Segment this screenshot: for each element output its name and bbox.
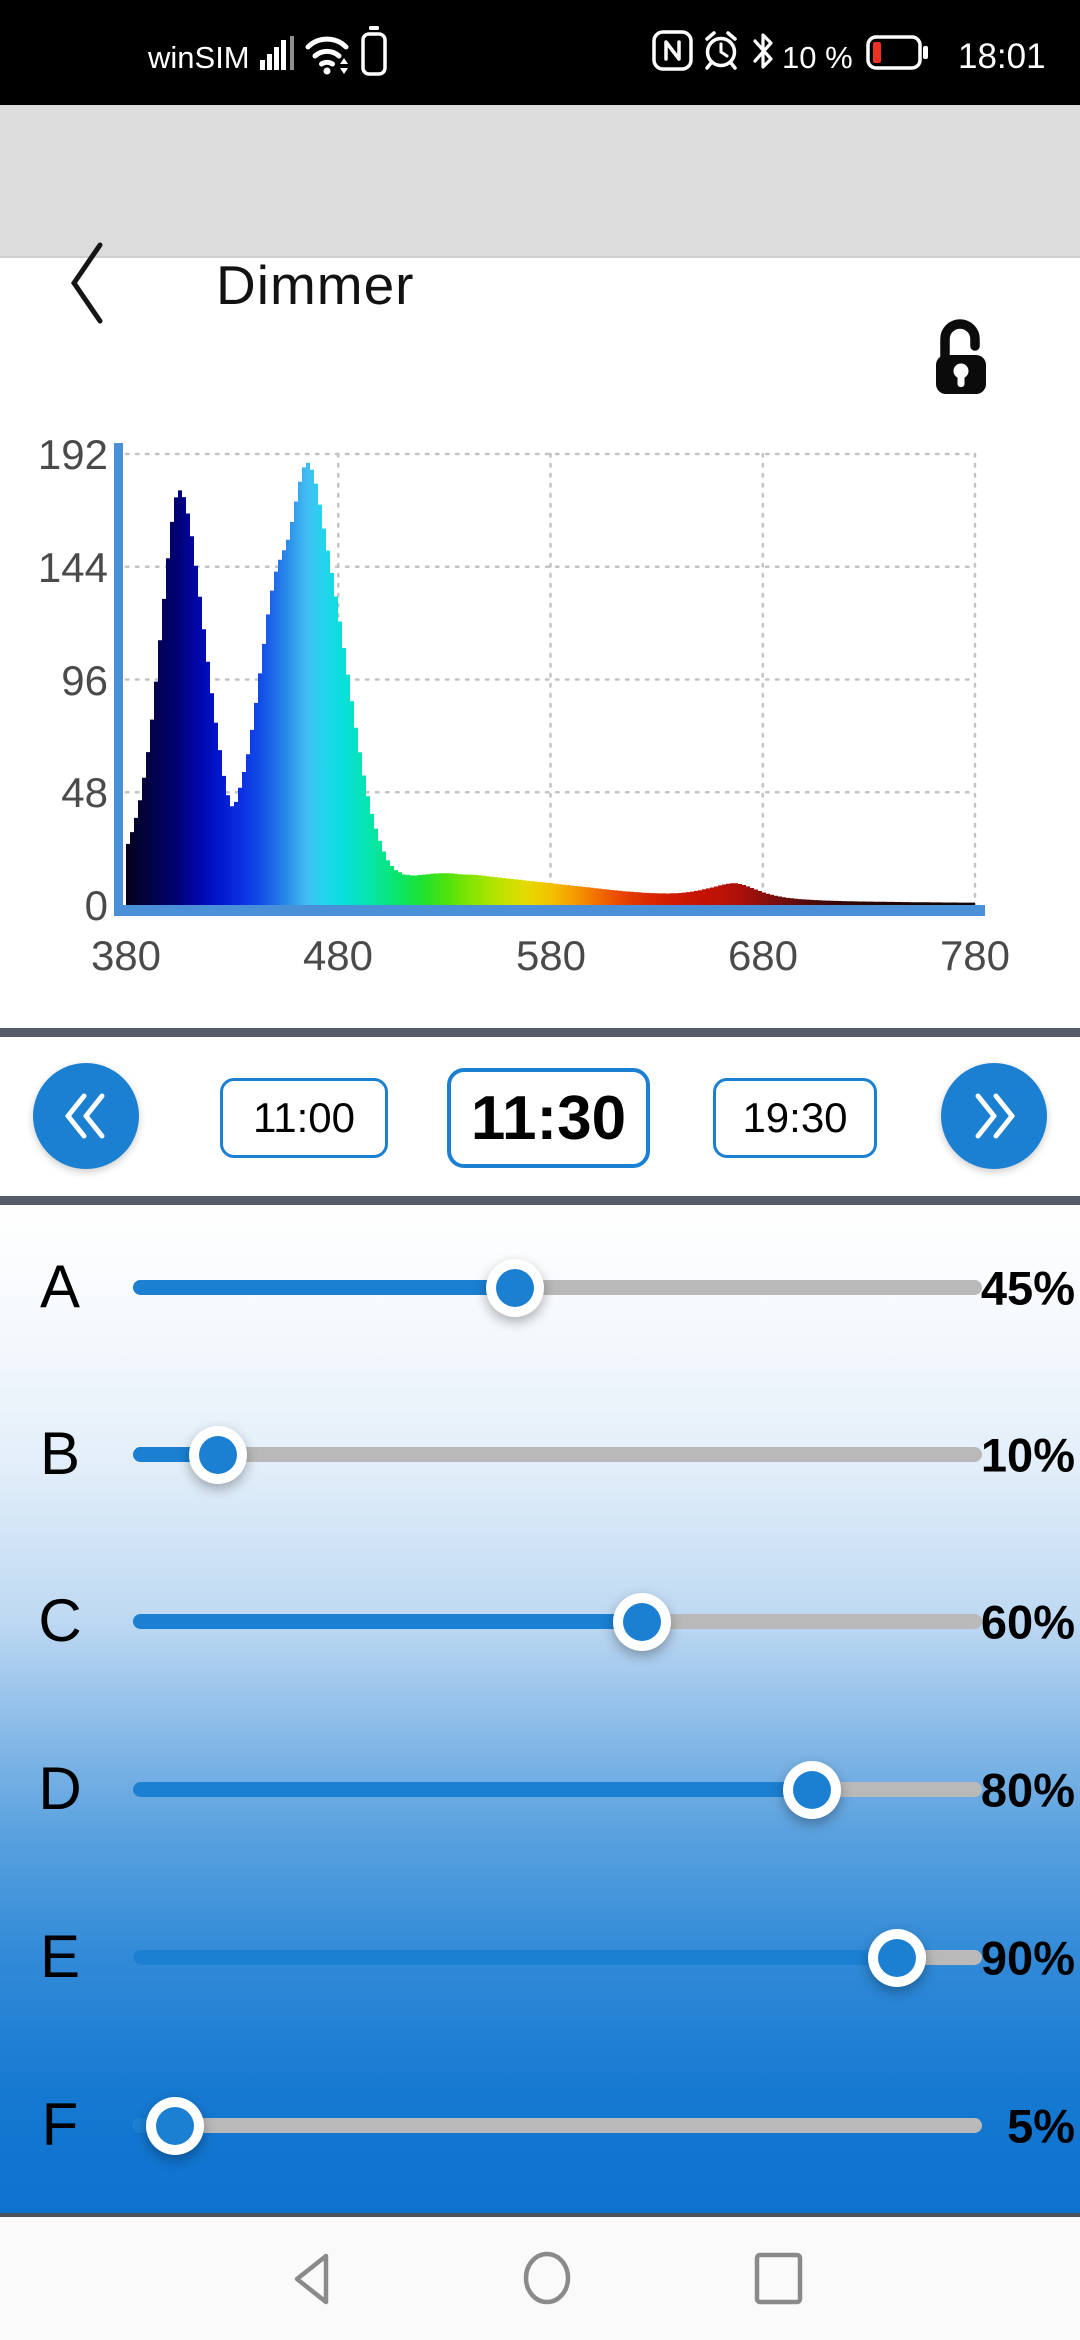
slider-row-f: F 5%	[0, 2081, 1080, 2171]
slider-track[interactable]	[133, 1592, 982, 1651]
carrier-label: winSIM	[148, 40, 250, 75]
slider-value: 60%	[980, 1595, 1075, 1649]
slider-label: C	[38, 1587, 82, 1655]
slider-thumb[interactable]	[486, 1258, 545, 1317]
y-tick-label: 192	[38, 431, 108, 478]
x-axis-line	[114, 905, 985, 916]
y-tick-label: 96	[61, 657, 108, 704]
unlocked-padlock-icon[interactable]	[928, 308, 994, 396]
slider-label: B	[39, 1420, 81, 1488]
x-tick-label: 580	[516, 932, 586, 979]
y-tick-label: 48	[61, 769, 108, 816]
slider-row-a: A 45%	[0, 1243, 1080, 1333]
sliders: A 45% B 10% C	[0, 1205, 1080, 2213]
x-tick-label: 480	[303, 932, 373, 979]
slider-thumb[interactable]	[146, 2096, 205, 2155]
y-axis-line	[114, 443, 123, 916]
alarm-icon	[705, 31, 737, 70]
slider-value: 45%	[980, 1261, 1075, 1315]
battery-level	[873, 42, 881, 63]
x-tick-label: 380	[91, 932, 161, 979]
slider-fill	[133, 1280, 516, 1295]
slider-row-e: E 90%	[0, 1913, 1080, 2003]
header: Dimmer	[0, 105, 1080, 324]
spectrum-area	[126, 462, 975, 905]
battery-icon	[866, 35, 928, 70]
slider-label: E	[39, 1923, 81, 1991]
double-chevron-right-icon	[975, 1093, 1015, 1139]
phone-icon	[361, 26, 387, 76]
x-tick-label: 780	[940, 932, 1010, 979]
time-chip-1100[interactable]: 11:00	[220, 1078, 388, 1158]
wifi-icon	[305, 36, 349, 75]
slider-track[interactable]	[133, 2096, 982, 2155]
slider-thumb-dot	[198, 1435, 237, 1474]
spectrum-chart: 0 48 96 144 192 380 480 580 680 780	[38, 431, 1010, 979]
divider-top	[0, 1028, 1080, 1037]
battery-percent-label: 10 %	[782, 40, 853, 75]
time-chip-label: 19:30	[742, 1094, 848, 1141]
slider-label: D	[38, 1755, 82, 1823]
slider-row-b: B 10%	[0, 1410, 1080, 1500]
bluetooth-icon	[753, 33, 773, 69]
slider-fill	[133, 1614, 643, 1629]
time-chip-label: 11:00	[253, 1094, 355, 1141]
slider-thumb-dot	[156, 2106, 195, 2145]
signal-strength-icon	[260, 36, 294, 70]
recents-square-icon[interactable]	[752, 2251, 806, 2307]
slider-fill	[133, 1782, 813, 1797]
time-chip-label: 11:30	[470, 1083, 627, 1153]
slider-track[interactable]	[133, 1928, 982, 1987]
slider-label: F	[41, 2091, 79, 2159]
back-button[interactable]	[66, 239, 114, 327]
slider-thumb-dot	[623, 1602, 662, 1641]
status-bar: winSIM 10 % 18:01	[0, 0, 1080, 105]
slider-value: 80%	[980, 1763, 1075, 1817]
slider-value: 5%	[1007, 2099, 1075, 2153]
slider-row-c: C 60%	[0, 1577, 1080, 1667]
slider-label: A	[39, 1253, 81, 1321]
nfc-icon	[652, 30, 693, 71]
navigation-bar	[0, 2217, 1080, 2340]
previous-time-button[interactable]	[33, 1063, 139, 1169]
slider-track[interactable]	[133, 1258, 982, 1317]
slider-value: 90%	[980, 1931, 1075, 1985]
x-tick-label: 680	[728, 932, 798, 979]
y-tick-label: 144	[38, 544, 108, 591]
slider-thumb[interactable]	[613, 1592, 672, 1651]
content-bottom-edge	[0, 2213, 1080, 2217]
slider-track[interactable]	[133, 1425, 982, 1484]
time-chip-1930[interactable]: 19:30	[713, 1078, 877, 1158]
slider-thumb-dot	[878, 1938, 917, 1977]
back-triangle-icon[interactable]	[288, 2251, 338, 2307]
slider-row-d: D 80%	[0, 1745, 1080, 1835]
divider-bottom	[0, 1196, 1080, 1205]
time-chip-1130[interactable]: 11:30	[447, 1068, 650, 1168]
slider-thumb[interactable]	[783, 1760, 842, 1819]
slider-thumb-dot	[496, 1268, 535, 1307]
page-title: Dimmer	[216, 254, 415, 316]
next-time-button[interactable]	[941, 1063, 1047, 1169]
slider-thumb-dot	[793, 1770, 832, 1809]
slider-value: 10%	[980, 1428, 1075, 1482]
double-chevron-left-icon	[65, 1093, 105, 1139]
slider-track[interactable]	[133, 1760, 982, 1819]
y-tick-label: 0	[85, 882, 108, 929]
slider-fill	[133, 1950, 898, 1965]
home-circle-icon[interactable]	[521, 2251, 573, 2307]
clock-label: 18:01	[958, 37, 1046, 76]
slider-thumb[interactable]	[868, 1928, 927, 1987]
slider-thumb[interactable]	[188, 1425, 247, 1484]
